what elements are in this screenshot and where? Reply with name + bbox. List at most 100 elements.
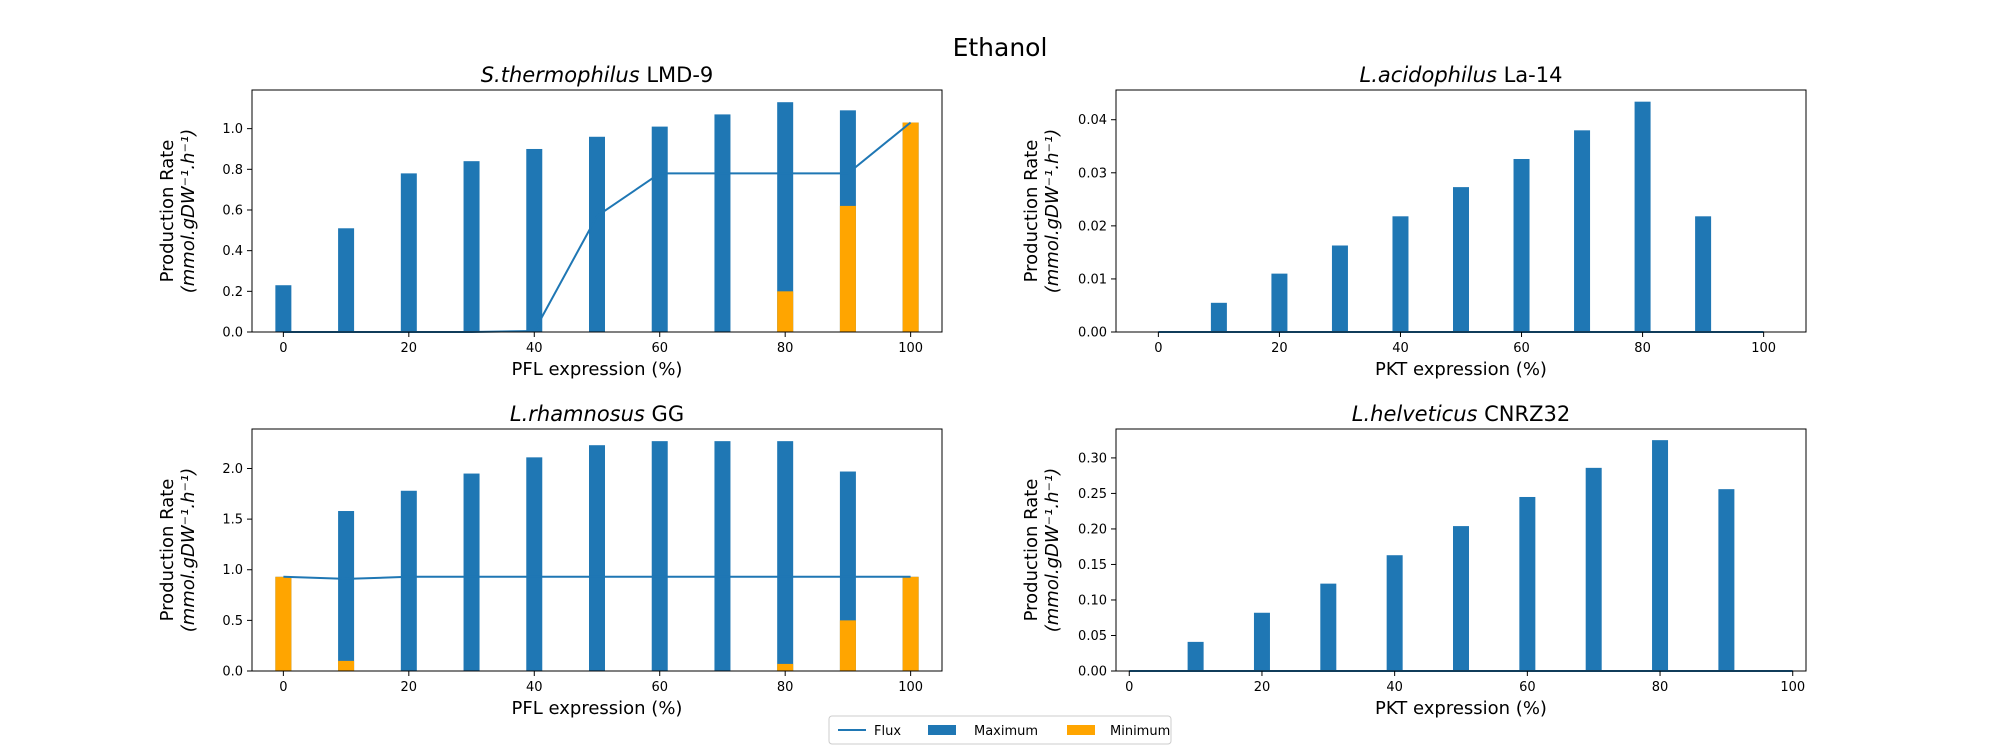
y-tick-label: 0.0 <box>222 326 243 341</box>
y-tick-label: 0.10 <box>1078 593 1107 608</box>
y-tick-label: 0.01 <box>1078 272 1107 287</box>
panel-title: L.rhamnosus GG <box>510 402 684 426</box>
axes-frame <box>1115 89 1807 333</box>
y-tick-label: 0.00 <box>1078 665 1107 680</box>
y-axis-unit-label: (mmol.gDW⁻¹.h⁻¹) <box>178 129 199 294</box>
y-tick-label: 0.25 <box>1078 487 1107 502</box>
x-axis-label: PFL expression (%) <box>512 359 683 380</box>
x-tick-label: 40 <box>1386 680 1403 695</box>
bar-maximum <box>1386 555 1403 671</box>
y-tick-label: 1.0 <box>222 563 243 578</box>
y-tick-label: 0.03 <box>1078 166 1107 181</box>
x-axis-label: PFL expression (%) <box>512 698 683 719</box>
x-tick-label: 100 <box>1780 680 1805 695</box>
bar-maximum <box>400 490 417 671</box>
bar-maximum <box>1634 101 1651 332</box>
x-tick-label: 100 <box>898 680 923 695</box>
bar-maximum <box>1253 612 1270 671</box>
bar-maximum <box>338 228 355 332</box>
y-tick-label: 0.04 <box>1078 113 1107 128</box>
bar-maximum <box>1453 187 1469 332</box>
x-tick-label: 60 <box>1519 680 1536 695</box>
panel-title: L.acidophilus La-14 <box>1360 63 1563 87</box>
bar-maximum <box>463 161 480 332</box>
chart-panel: 0 20 40 60 80 100 0.0 0.2 0.4 0.6 0.8 1.0 PFL expres… <box>157 63 943 380</box>
x-tick-label: 0 <box>279 341 287 356</box>
bar-maximum <box>714 441 731 671</box>
y-tick-label: 0.5 <box>222 614 243 629</box>
bar-minimum <box>902 576 919 671</box>
bar-maximum <box>275 285 292 332</box>
x-tick-label: 80 <box>777 680 794 695</box>
legend-box <box>828 715 1172 745</box>
legend-flux-label: Flux <box>874 724 901 739</box>
legend-maximum-label: Maximum <box>974 724 1038 739</box>
bar-maximum <box>1320 583 1337 671</box>
bar-maximum <box>589 136 605 332</box>
x-tick-label: 60 <box>651 680 668 695</box>
y-axis-label: Production Rate <box>157 140 178 283</box>
y-axis-unit-label: (mmol.gDW⁻¹.h⁻¹) <box>1042 468 1063 633</box>
y-axis-label: Production Rate <box>1021 479 1042 622</box>
y-axis-unit-label: (mmol.gDW⁻¹.h⁻¹) <box>1042 129 1063 294</box>
bar-maximum <box>1392 216 1409 332</box>
panel-title-species: L.acidophilus <box>1360 63 1497 87</box>
legend-minimum-label: Minimum <box>1110 724 1170 739</box>
x-tick-label: 40 <box>1392 341 1409 356</box>
bar-maximum <box>526 457 543 671</box>
panel-title-strain: GG <box>645 402 684 426</box>
x-tick-label: 20 <box>401 680 418 695</box>
panel-title-strain: LMD-9 <box>640 63 714 87</box>
x-axis-label: PKT expression (%) <box>1375 698 1547 719</box>
bar-maximum <box>1718 489 1735 671</box>
x-tick-label: 80 <box>777 341 794 356</box>
x-tick-label: 0 <box>1125 680 1133 695</box>
x-tick-label: 40 <box>526 680 543 695</box>
chart-panel: 0 20 40 60 80 100 0.0 0.5 1.0 1.5 2.0 PFL expressio… <box>157 402 943 719</box>
y-axis-label: Production Rate <box>1021 140 1042 283</box>
bar-maximum <box>526 148 543 332</box>
bar-minimum <box>839 205 856 332</box>
bar-maximum <box>1210 302 1227 332</box>
bar-maximum <box>1331 245 1348 332</box>
chart-panel: 0 20 40 60 80 100 0.00 0.05 0.10 0.15 0.20 0.25 0.30… <box>1021 402 1807 719</box>
bar-minimum <box>338 660 355 671</box>
bar-minimum <box>275 576 292 671</box>
y-tick-label: 0.02 <box>1078 219 1107 234</box>
x-tick-label: 80 <box>1652 680 1669 695</box>
bar-maximum <box>1519 496 1536 671</box>
x-tick-label: 100 <box>1751 341 1776 356</box>
bar-maximum <box>1574 130 1591 332</box>
bar-maximum <box>651 441 668 671</box>
bar-maximum <box>651 126 668 332</box>
y-tick-label: 0.2 <box>222 285 243 300</box>
x-axis-label: PKT expression (%) <box>1375 359 1547 380</box>
x-tick-label: 20 <box>401 341 418 356</box>
chart-panel: 0 20 40 60 80 100 0.00 0.01 0.02 0.03 0.04 PKT expr… <box>1021 63 1807 380</box>
legend-maximum-swatch <box>928 725 956 735</box>
legend-minimum-swatch <box>1067 725 1095 735</box>
bar-maximum <box>1271 273 1288 332</box>
bar-maximum <box>777 102 794 332</box>
bar-minimum <box>777 663 794 671</box>
x-tick-label: 0 <box>279 680 287 695</box>
y-axis-unit-label: (mmol.gDW⁻¹.h⁻¹) <box>178 468 199 633</box>
bar-maximum <box>1652 440 1669 671</box>
bar-minimum <box>902 122 919 333</box>
y-tick-label: 2.0 <box>222 462 243 477</box>
bar-maximum <box>1453 526 1469 671</box>
axes-frame <box>1115 428 1807 672</box>
x-tick-label: 20 <box>1254 680 1271 695</box>
x-tick-label: 0 <box>1154 341 1162 356</box>
flux-line <box>283 575 911 580</box>
bar-maximum <box>463 473 480 671</box>
y-tick-label: 0.05 <box>1078 629 1107 644</box>
panel-title-species: S.thermophilus <box>481 63 640 87</box>
axes-frame <box>251 428 943 672</box>
bar-maximum <box>1187 641 1204 671</box>
panel-title: L.helveticus CNRZ32 <box>1352 402 1570 426</box>
y-axis-label: Production Rate <box>157 479 178 622</box>
y-tick-label: 0.30 <box>1078 451 1107 466</box>
y-tick-label: 1.5 <box>222 513 243 528</box>
bar-maximum <box>400 173 417 332</box>
